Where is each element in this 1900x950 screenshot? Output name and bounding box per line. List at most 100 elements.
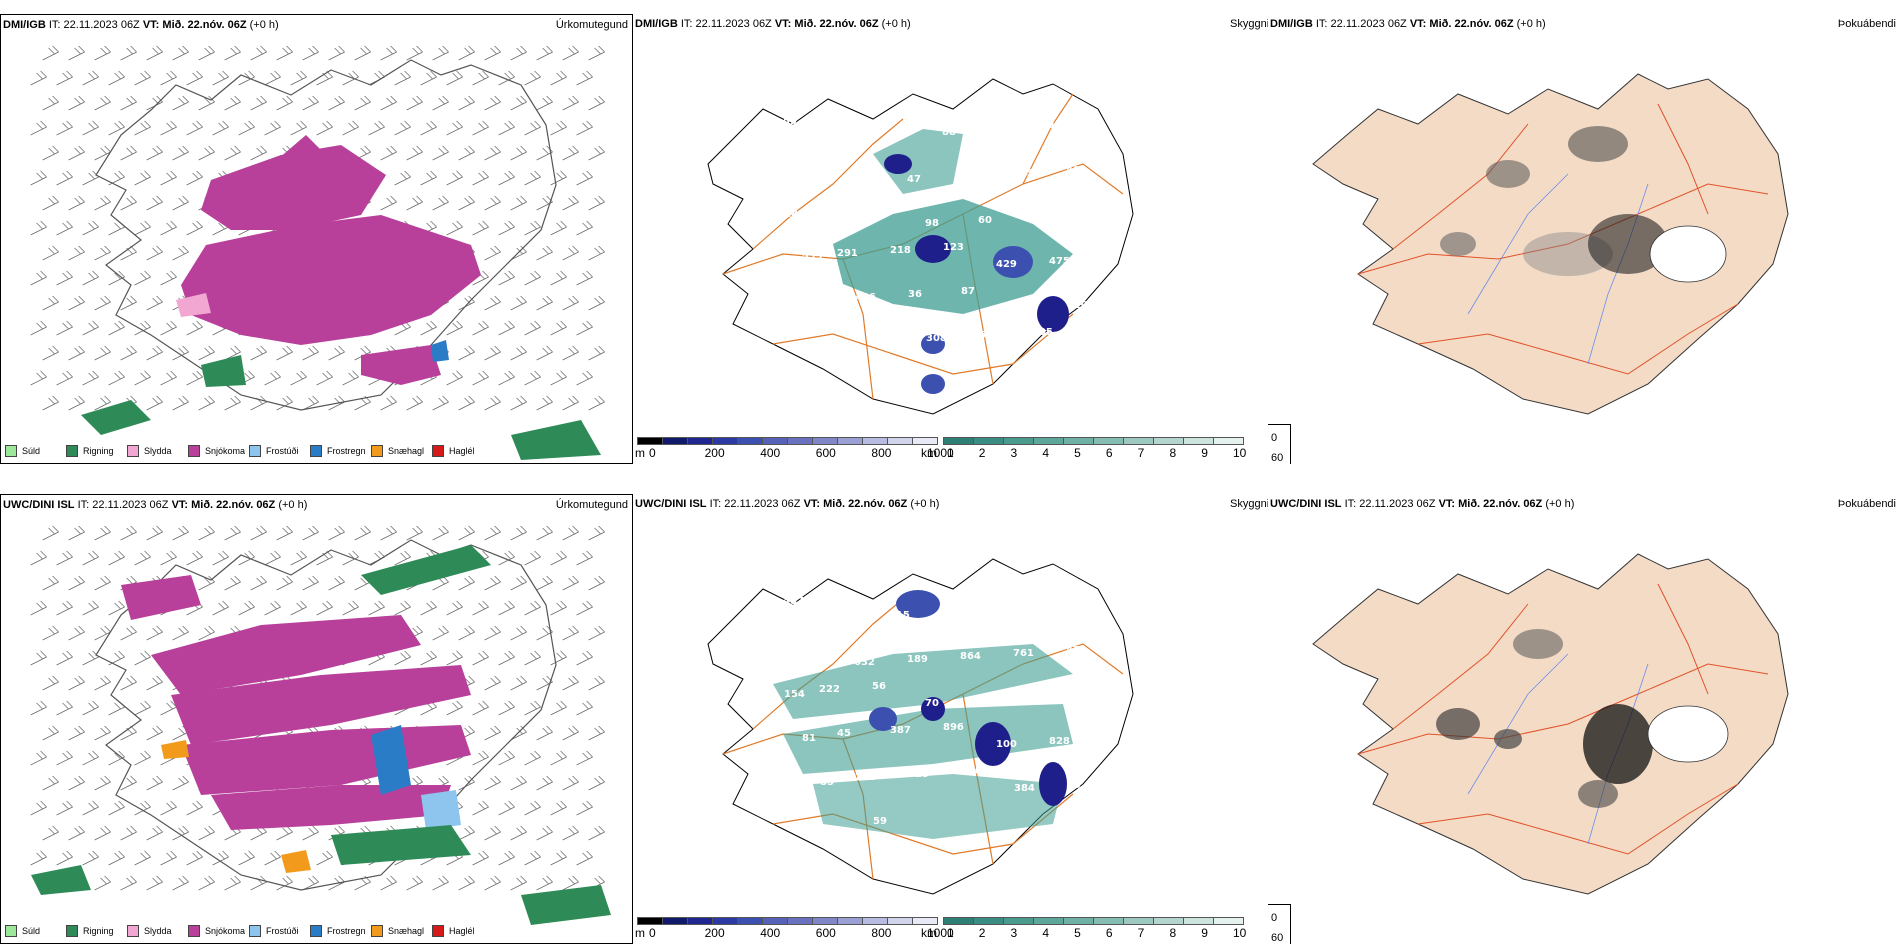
visibility-label: 410 <box>1067 300 1088 311</box>
colorbar-segment <box>762 437 788 445</box>
colorbar-tick: 200 <box>704 446 725 460</box>
wind-barb <box>290 70 307 86</box>
wind-barb <box>446 650 463 666</box>
panel-header: UWC/DINI ISL IT: 22.11.2023 06Z VT: Mið.… <box>635 498 940 510</box>
wind-barb <box>160 220 177 236</box>
precip-legend: Súld Rigning Slydda Snjókoma Frostúði Fr… <box>5 445 493 457</box>
wind-barb <box>510 625 527 641</box>
wind-barb <box>302 575 319 591</box>
wind-barb <box>550 550 567 566</box>
visibility-label: 87 <box>961 286 975 297</box>
wind-barb <box>94 95 111 111</box>
wind-barb <box>56 370 73 386</box>
wind-barb <box>146 295 163 311</box>
wind-barb <box>498 120 515 136</box>
wind-barb <box>82 220 99 236</box>
colorbar-segment <box>737 917 763 925</box>
wind-barb <box>82 270 99 286</box>
colorbar-segment <box>1213 437 1244 445</box>
fog-low-label: 60 <box>1271 932 1284 944</box>
wind-barb <box>250 145 267 161</box>
wind-barb <box>108 120 125 136</box>
colorbar-segment <box>712 437 738 445</box>
wind-barb <box>30 550 47 566</box>
wind-barb <box>524 170 541 186</box>
wind-barb <box>472 170 489 186</box>
wind-barb <box>562 575 579 591</box>
wind-barb <box>42 95 59 111</box>
wind-barb <box>276 575 293 591</box>
wind-barb <box>394 170 411 186</box>
colorbar-segment <box>712 917 738 925</box>
wind-barb <box>354 525 371 541</box>
wind-barb <box>30 270 47 286</box>
freezing-rain-area <box>431 340 449 362</box>
road-network <box>1357 103 1769 375</box>
wind-barb <box>250 95 267 111</box>
wind-barb <box>562 675 579 691</box>
visibility-label: 273 <box>855 772 876 783</box>
visibility-label: 88 <box>942 127 956 138</box>
wind-barb <box>82 70 99 86</box>
wind-barb <box>30 650 47 666</box>
wind-barb <box>576 120 593 136</box>
colorbar-segment <box>1063 917 1094 925</box>
wind-barb <box>342 70 359 86</box>
rain-area <box>331 825 471 865</box>
wind-barb <box>562 775 579 791</box>
wind-barb <box>56 800 73 816</box>
visibility-label: 47 <box>1066 645 1080 656</box>
wind-barb <box>198 45 215 61</box>
wind-barb <box>576 320 593 336</box>
freezing-drizzle-area <box>421 790 461 830</box>
wind-barb <box>342 120 359 136</box>
wind-barb <box>550 700 567 716</box>
vis-colorbar-km: km 1 2 3 4 5 6 7 8 9 10 <box>921 437 1246 461</box>
wind-barb <box>108 170 125 186</box>
wind-barb <box>498 750 515 766</box>
wind-barb <box>302 95 319 111</box>
wind-barb <box>446 120 463 136</box>
colorbar-tick: 200 <box>704 926 725 940</box>
wind-barb <box>510 345 527 361</box>
colorbar-unit: m <box>635 446 645 460</box>
wind-barb <box>264 850 281 866</box>
visibility-map: 487 153 215 295 221 95 108 632 189 864 761 47 222 56 7… <box>707 558 1134 895</box>
colorbar-unit: km <box>921 446 937 460</box>
wind-barb <box>472 370 489 386</box>
road-network <box>1357 583 1769 855</box>
wind-barb <box>186 120 203 136</box>
visibility-label: 123 <box>943 242 964 253</box>
rain-area <box>511 420 601 460</box>
colorbar-segment <box>943 917 974 925</box>
wind-barb <box>94 775 111 791</box>
visibility-label: 153 <box>836 613 857 624</box>
visibility-label: 100 <box>872 201 893 212</box>
wind-barb <box>342 600 359 616</box>
wind-barb <box>186 550 203 566</box>
colorbar-segment <box>1063 437 1094 445</box>
wind-barb <box>550 170 567 186</box>
wind-barb <box>562 245 579 261</box>
wind-barb <box>172 775 189 791</box>
wind-barb <box>562 345 579 361</box>
wind-barb <box>160 700 177 716</box>
wind-barb <box>30 70 47 86</box>
wind-barb <box>160 800 177 816</box>
rain-area <box>361 545 491 595</box>
visibility-label: 95 <box>1048 601 1062 612</box>
wind-barb <box>420 170 437 186</box>
colorbar-segment <box>1033 917 1064 925</box>
sleet-area <box>176 293 211 317</box>
wind-barb <box>120 875 137 891</box>
wind-barb <box>108 700 125 716</box>
wind-barb <box>146 875 163 891</box>
wind-barb <box>562 45 579 61</box>
wind-barb <box>446 700 463 716</box>
wind-barb <box>562 195 579 211</box>
wind-barb <box>56 70 73 86</box>
wind-barb <box>328 345 345 361</box>
wind-barb <box>576 270 593 286</box>
wind-barb <box>550 850 567 866</box>
wind-barb <box>56 650 73 666</box>
